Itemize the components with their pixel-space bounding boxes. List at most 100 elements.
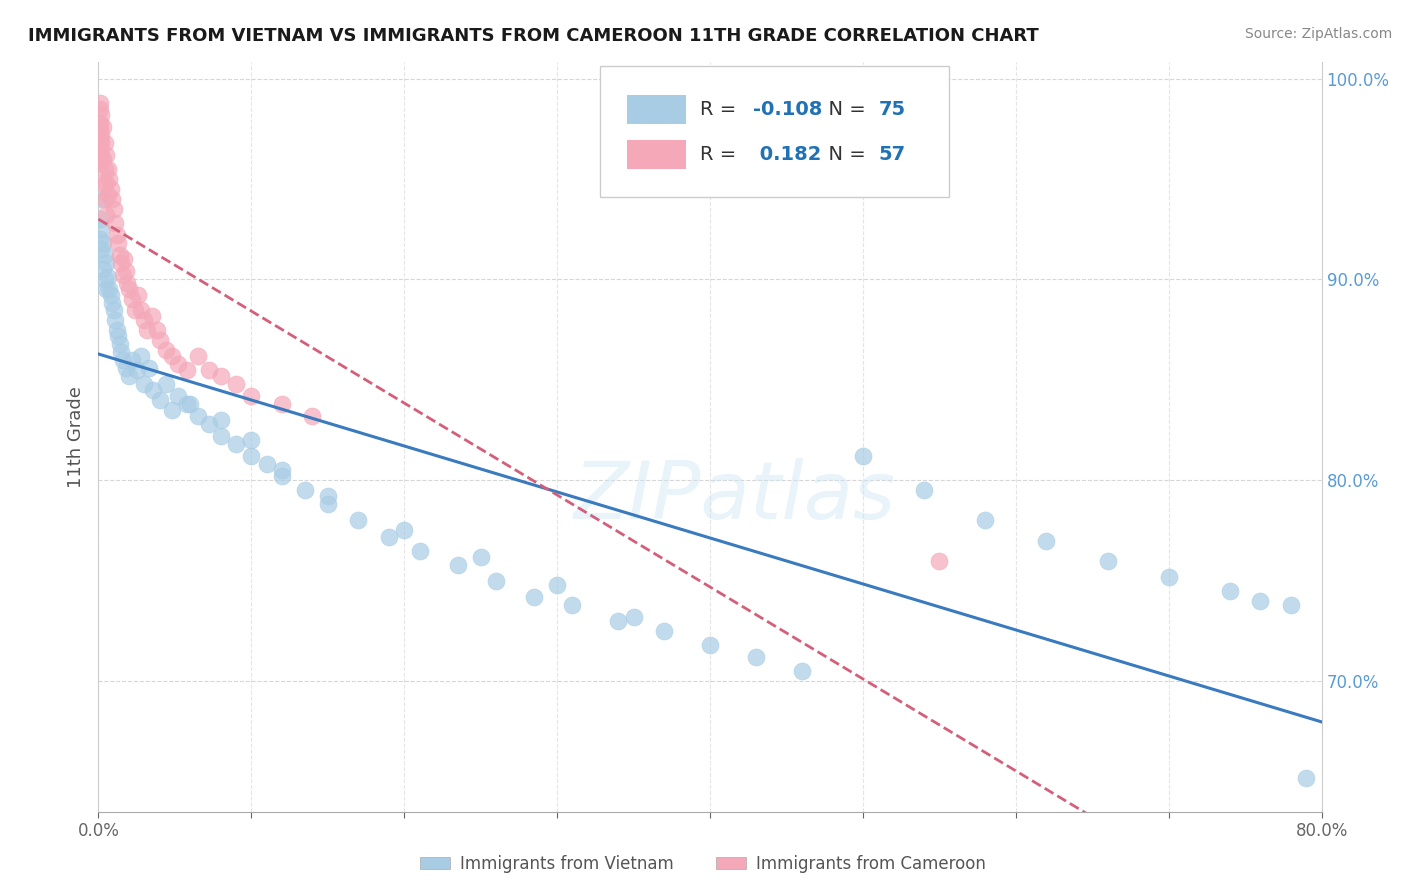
- Point: [240, 433, 263, 447]
- Point: [974, 513, 997, 527]
- Point: [392, 524, 416, 538]
- Point: [91, 236, 114, 251]
- Point: [100, 288, 122, 302]
- Point: [91, 120, 114, 134]
- Text: Source: ZipAtlas.com: Source: ZipAtlas.com: [1244, 27, 1392, 41]
- Point: [197, 417, 219, 431]
- Point: [1279, 598, 1302, 612]
- Point: [90, 148, 112, 162]
- Bar: [627, 140, 686, 169]
- Point: [89, 95, 111, 110]
- Point: [125, 363, 148, 377]
- Point: [623, 610, 645, 624]
- Point: [347, 513, 370, 527]
- Text: IMMIGRANTS FROM VIETNAM VS IMMIGRANTS FROM CAMEROON 11TH GRADE CORRELATION CHART: IMMIGRANTS FROM VIETNAM VS IMMIGRANTS FR…: [28, 27, 1039, 45]
- Point: [225, 437, 247, 451]
- Bar: [627, 95, 686, 124]
- Point: [546, 578, 568, 592]
- Point: [103, 202, 125, 216]
- Point: [118, 282, 141, 296]
- Point: [928, 553, 950, 567]
- Point: [136, 323, 159, 337]
- Point: [141, 309, 163, 323]
- Point: [134, 376, 156, 391]
- Point: [89, 116, 111, 130]
- Point: [155, 343, 177, 357]
- Point: [209, 413, 232, 427]
- Text: R =: R =: [700, 100, 742, 120]
- Point: [118, 368, 141, 383]
- Point: [187, 409, 209, 423]
- Point: [127, 288, 149, 302]
- Point: [523, 590, 546, 604]
- Point: [129, 302, 152, 317]
- Point: [89, 132, 111, 146]
- Point: [699, 638, 721, 652]
- Point: [270, 397, 292, 411]
- Point: [98, 282, 121, 296]
- Point: [852, 449, 875, 463]
- Point: [107, 236, 129, 251]
- FancyBboxPatch shape: [600, 66, 949, 197]
- Point: [155, 376, 177, 391]
- Point: [94, 148, 117, 162]
- Point: [90, 222, 112, 236]
- Point: [270, 463, 292, 477]
- Point: [167, 357, 190, 371]
- Point: [485, 574, 508, 588]
- Text: 75: 75: [879, 100, 905, 120]
- Point: [112, 252, 135, 267]
- Point: [408, 543, 430, 558]
- Point: [256, 457, 278, 471]
- Point: [225, 376, 247, 391]
- Point: [607, 614, 630, 628]
- Point: [1219, 583, 1241, 598]
- Point: [93, 272, 115, 286]
- Point: [110, 344, 132, 359]
- Point: [90, 128, 112, 142]
- Point: [108, 248, 131, 262]
- Point: [94, 256, 117, 270]
- Legend: Immigrants from Vietnam, Immigrants from Cameroon: Immigrants from Vietnam, Immigrants from…: [413, 848, 993, 880]
- Point: [91, 262, 114, 277]
- Point: [160, 349, 183, 363]
- Point: [745, 650, 768, 665]
- Point: [1097, 553, 1119, 567]
- Point: [94, 282, 117, 296]
- Point: [104, 312, 127, 326]
- Point: [270, 469, 292, 483]
- Point: [176, 363, 198, 377]
- Point: [89, 192, 111, 206]
- Point: [93, 248, 115, 262]
- Point: [93, 136, 115, 150]
- Point: [447, 558, 470, 572]
- Point: [90, 108, 112, 122]
- Y-axis label: 11th Grade: 11th Grade: [66, 386, 84, 488]
- Point: [94, 176, 117, 190]
- Point: [187, 349, 209, 363]
- Point: [240, 449, 263, 463]
- Point: [115, 264, 138, 278]
- Point: [316, 489, 339, 503]
- Text: N =: N =: [817, 100, 873, 120]
- Point: [98, 172, 121, 186]
- Point: [1249, 594, 1271, 608]
- Point: [912, 483, 935, 498]
- Point: [121, 293, 143, 307]
- Point: [97, 270, 120, 285]
- Point: [90, 156, 112, 170]
- Point: [90, 136, 112, 150]
- Point: [1035, 533, 1057, 548]
- Point: [197, 363, 219, 377]
- Point: [124, 302, 146, 317]
- Point: [104, 216, 127, 230]
- Point: [142, 383, 165, 397]
- Point: [145, 323, 167, 337]
- Point: [790, 664, 813, 678]
- Point: [107, 328, 129, 343]
- Point: [294, 483, 316, 498]
- Point: [94, 208, 117, 222]
- Point: [470, 549, 492, 564]
- Point: [89, 121, 111, 136]
- Point: [93, 161, 115, 176]
